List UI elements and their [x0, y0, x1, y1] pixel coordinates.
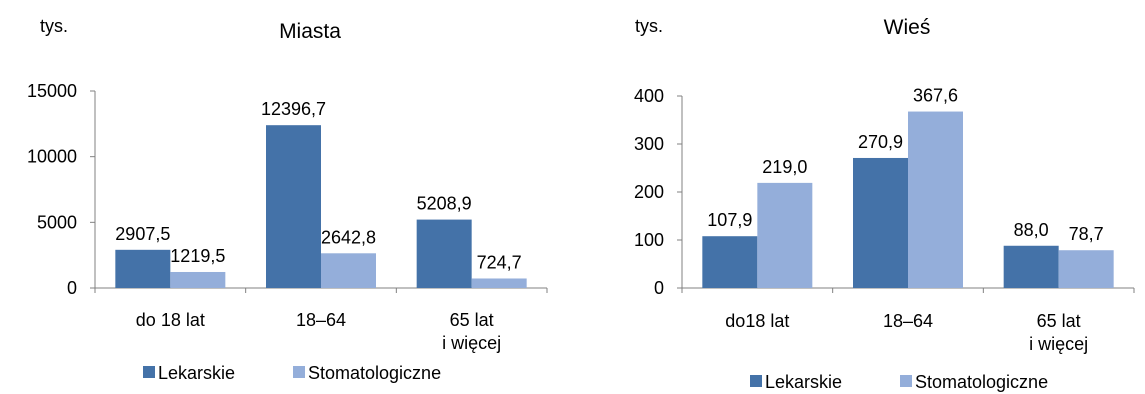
chart-2-data-label: 219,0 — [762, 157, 807, 177]
chart-2-ytick-label: 400 — [634, 86, 664, 106]
chart-1-category-label: 65 lat — [450, 310, 494, 330]
chart-2-bar — [702, 236, 758, 288]
chart-2-category-label: do18 lat — [725, 311, 789, 331]
chart-1-ytick-label: 15000 — [27, 81, 77, 101]
chart-1-legend-label: Stomatologiczne — [308, 363, 441, 383]
chart-2-legend-swatch — [900, 375, 912, 387]
chart-1-category-label: 18–64 — [296, 310, 346, 330]
chart-2-bar — [908, 111, 963, 288]
chart-1-bar — [266, 125, 321, 289]
chart-1-category-label: do 18 lat — [136, 310, 205, 330]
chart-2-legend-swatch — [750, 375, 762, 387]
chart-2-bar — [757, 182, 813, 288]
chart-1-data-label: 1219,5 — [170, 246, 225, 266]
chart-1-legend-label: Lekarskie — [158, 363, 235, 383]
chart-2-data-label: 270,9 — [858, 132, 903, 152]
chart-2-ytick-label: 200 — [634, 182, 664, 202]
chart-1-ylabel: tys. — [40, 16, 68, 36]
chart-2-category-label: i więcej — [1029, 334, 1088, 354]
chart-1-data-label: 2907,5 — [115, 224, 170, 244]
chart-2-bar — [1058, 250, 1114, 288]
chart-2-bar — [1003, 245, 1059, 288]
chart-2-category-label: 18–64 — [883, 311, 933, 331]
chart-1-title: Miasta — [279, 20, 341, 43]
chart-1-data-label: 2642,8 — [321, 227, 376, 247]
chart-1-category-label: i więcej — [442, 333, 501, 353]
chart-2-bar — [853, 157, 908, 288]
chart-2-data-label: 88,0 — [1014, 220, 1049, 240]
chart-2-data-label: 107,9 — [707, 210, 752, 230]
chart-2-data-label: 78,7 — [1069, 224, 1104, 244]
chart-1-data-label: 724,7 — [477, 252, 522, 272]
chart-1-bar — [471, 278, 527, 288]
chart-2-ylabel: tys. — [635, 16, 663, 36]
chart-1-legend-swatch — [293, 366, 305, 378]
chart-2-category-label: 65 lat — [1037, 311, 1081, 331]
chart-1-bar — [321, 253, 376, 288]
chart-1-bar — [170, 271, 226, 288]
chart-2-ytick-label: 100 — [634, 230, 664, 250]
chart-1-ytick-label: 10000 — [27, 147, 77, 167]
chart-2-data-label: 367,6 — [913, 86, 958, 106]
chart-1-data-label: 12396,7 — [261, 99, 326, 119]
chart-1-ytick-label: 5000 — [37, 212, 77, 232]
chart-2-title: Wieś — [884, 16, 931, 39]
chart-1-bar — [115, 249, 171, 288]
chart-1-bar — [416, 219, 472, 288]
chart-2-ytick-label: 300 — [634, 134, 664, 154]
chart-1-data-label: 5208,9 — [417, 194, 472, 214]
chart-1-ytick-label: 0 — [67, 278, 77, 298]
chart-2-ytick-label: 0 — [654, 278, 664, 298]
chart-2-legend-label: Lekarskie — [765, 372, 842, 392]
chart-1-legend-swatch — [143, 366, 155, 378]
chart-2-legend-label: Stomatologiczne — [915, 372, 1048, 392]
